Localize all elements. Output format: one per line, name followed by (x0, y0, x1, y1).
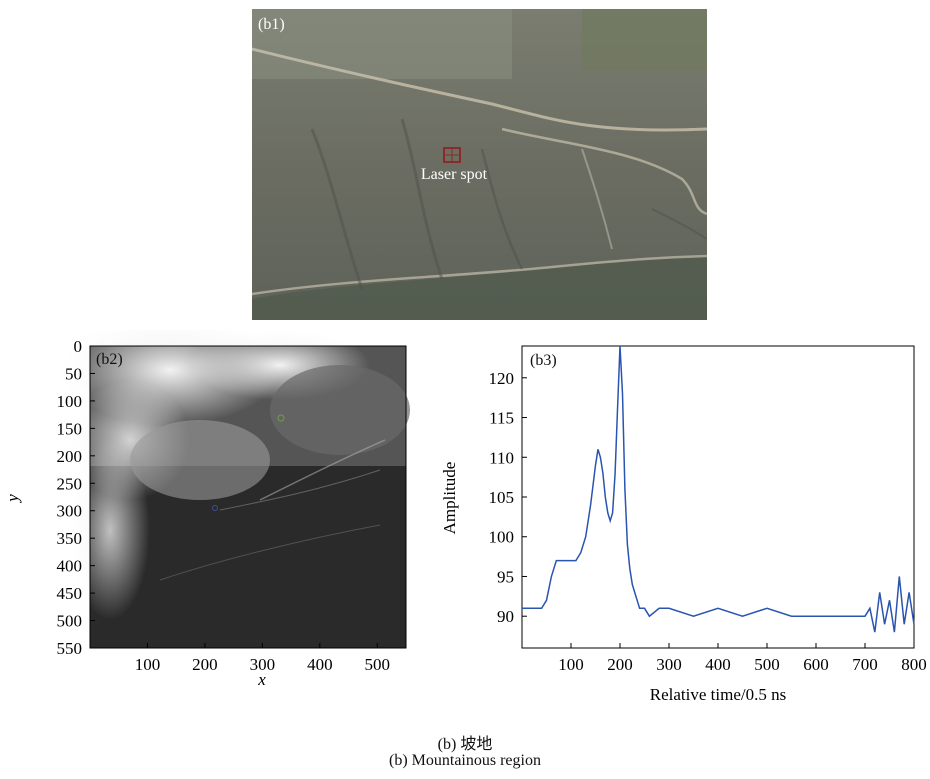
panel-b2-tag: (b2) (96, 351, 123, 368)
b3-waveform-line (522, 345, 915, 633)
b2-x-tick-label: 500 (365, 655, 391, 674)
b3-y-tick-label: 115 (489, 409, 514, 428)
panel-b3: (b3) 90 95 100 105 110 115 120 100 200 300 400 500… (440, 345, 927, 704)
b2-y-tick-label: 300 (57, 502, 83, 521)
b3-x-axis: 100 200 300 400 500 600 700 800 (558, 643, 927, 674)
b3-x-tick-label: 200 (607, 655, 633, 674)
b3-y-tick-label: 110 (489, 448, 514, 467)
b2-y-label: y (3, 494, 22, 504)
b3-x-tick-label: 500 (754, 655, 780, 674)
b2-x-tick-label: 200 (192, 655, 218, 674)
laser-spot-label: Laser spot (421, 166, 488, 183)
panel-b3-tag: (b3) (530, 352, 557, 369)
b3-x-tick-label: 800 (901, 655, 927, 674)
caption-english: (b) Mountainous region (389, 752, 541, 769)
b2-blue-marker (212, 505, 218, 511)
b2-x-tick-label: 300 (250, 655, 276, 674)
b3-x-tick-label: 300 (656, 655, 682, 674)
b2-image (60, 330, 410, 648)
aerial-photo: (b1) Laser spot (252, 9, 707, 320)
b2-y-tick-label: 550 (57, 639, 83, 658)
b2-y-tick-label: 350 (57, 529, 83, 548)
b2-y-tick-label: 50 (65, 364, 82, 383)
panel-b2: (b2) 0 50 100 150 200 250 300 350 400 450 500 550 1… (3, 330, 410, 689)
b2-y-tick-label: 200 (57, 447, 83, 466)
b3-x-tick-label: 100 (558, 655, 584, 674)
panel-b1: (b1) Laser spot (252, 9, 707, 320)
b3-y-axis: 90 95 100 105 110 115 120 (489, 369, 527, 626)
b2-y-tick-label: 400 (57, 557, 83, 576)
b2-y-tick-label: 500 (57, 612, 83, 631)
b2-x-tick-label: 400 (307, 655, 333, 674)
b3-x-tick-label: 600 (803, 655, 829, 674)
b3-y-tick-label: 95 (497, 567, 514, 586)
b2-y-axis: 0 50 100 150 200 250 300 350 400 450 500 550 (57, 337, 95, 658)
b2-y-tick-label: 0 (74, 337, 83, 356)
b3-x-tick-label: 400 (705, 655, 731, 674)
b3-y-tick-label: 105 (489, 488, 515, 507)
b3-x-tick-label: 700 (852, 655, 878, 674)
panel-b1-tag: (b1) (258, 16, 285, 33)
caption-chinese: (b) 坡地 (437, 736, 493, 753)
b3-y-tick-label: 90 (497, 607, 514, 626)
b2-x-axis: 100 200 300 400 500 (135, 643, 390, 674)
b2-x-label: x (257, 670, 266, 689)
b2-y-tick-label: 250 (57, 474, 83, 493)
b2-y-tick-label: 150 (57, 419, 83, 438)
b2-x-tick-label: 100 (135, 655, 161, 674)
b3-y-tick-label: 120 (489, 369, 515, 388)
b3-x-label: Relative time/0.5 ns (650, 685, 786, 704)
b2-y-tick-label: 450 (57, 584, 83, 603)
b2-green-marker (277, 414, 285, 422)
b3-y-label: Amplitude (440, 462, 459, 535)
b3-y-tick-label: 100 (489, 528, 515, 547)
b2-y-tick-label: 100 (57, 392, 83, 411)
